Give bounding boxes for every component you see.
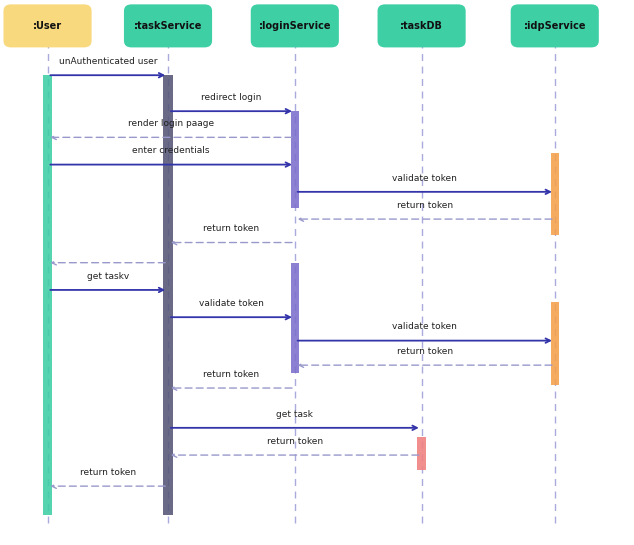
Text: :User: :User bbox=[33, 21, 62, 31]
Text: return token: return token bbox=[80, 468, 136, 477]
Bar bbox=[43, 75, 51, 515]
Text: :taskService: :taskService bbox=[134, 21, 202, 31]
Text: unAuthenticated user: unAuthenticated user bbox=[58, 57, 157, 66]
FancyBboxPatch shape bbox=[3, 4, 92, 47]
Bar bbox=[290, 111, 299, 208]
Bar bbox=[550, 302, 559, 385]
Bar bbox=[163, 75, 173, 515]
Text: return token: return token bbox=[397, 347, 453, 356]
Text: validate token: validate token bbox=[392, 173, 457, 183]
Text: :loginService: :loginService bbox=[259, 21, 331, 31]
Text: return token: return token bbox=[204, 370, 259, 379]
FancyBboxPatch shape bbox=[511, 4, 598, 47]
FancyBboxPatch shape bbox=[124, 4, 212, 47]
Text: :taskDB: :taskDB bbox=[400, 21, 443, 31]
Text: validate token: validate token bbox=[199, 299, 264, 308]
Text: return token: return token bbox=[204, 224, 259, 233]
Bar bbox=[418, 437, 426, 470]
Bar bbox=[290, 263, 299, 373]
FancyBboxPatch shape bbox=[378, 4, 465, 47]
Text: :idpService: :idpService bbox=[524, 21, 586, 31]
Text: enter credentials: enter credentials bbox=[133, 146, 210, 155]
Text: get taskv: get taskv bbox=[87, 271, 129, 281]
Text: return token: return token bbox=[267, 437, 323, 446]
Text: return token: return token bbox=[397, 201, 453, 210]
Text: validate token: validate token bbox=[392, 322, 457, 331]
Text: render login paage: render login paage bbox=[128, 119, 214, 128]
Text: redirect login: redirect login bbox=[201, 93, 262, 102]
Text: get task: get task bbox=[276, 409, 313, 419]
Bar bbox=[550, 153, 559, 235]
FancyBboxPatch shape bbox=[251, 4, 339, 47]
